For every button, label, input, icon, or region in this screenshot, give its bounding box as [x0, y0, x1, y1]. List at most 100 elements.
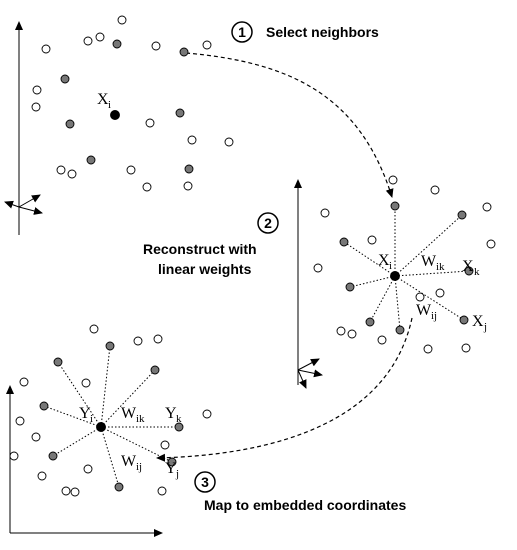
panel-2-weight-k-base: W [421, 253, 437, 270]
panel-1-neighbor-point-22 [184, 164, 194, 174]
panel-1-data-point-8 [32, 85, 42, 95]
panel-2-data-point-21 [423, 344, 433, 354]
panel-1-data-point-3 [117, 15, 127, 25]
panel-2-neighbor-point-17 [459, 315, 469, 325]
panel-3-data-point-18 [37, 471, 47, 481]
panel-1-neighbor-point-13 [175, 108, 185, 118]
panel-2-data-point-9 [313, 263, 323, 273]
panel-3-data-point-3 [153, 334, 163, 344]
panel-2-neighbor-point-11 [345, 282, 355, 292]
panel-2-data-point-7 [367, 235, 377, 245]
panel-3-neighbor-j-sub: j [175, 468, 179, 480]
panel-2-weight-j-sub: ij [431, 310, 437, 322]
panel-2-data-point-4 [320, 208, 330, 218]
panel-2-data-point-5 [482, 202, 492, 212]
panel-3-neighbor-k-base: Y [165, 405, 177, 422]
step-2-number-circle [257, 212, 279, 234]
panel-3-data-point-13 [31, 432, 41, 442]
panel-3-labels: Y i W ik Y k W ij Y j [79, 405, 182, 480]
panel-2-neighbor-point-6 [339, 237, 349, 247]
axes-panel-2 [294, 179, 323, 389]
panel-2-data-point-18 [336, 326, 346, 336]
panel-2-data-point-1 [430, 185, 440, 195]
panel-2-data-point-14 [435, 288, 445, 298]
transition-arrow-1-to-2 [185, 52, 394, 198]
panel-2-center-base: X [378, 252, 390, 269]
panel-3-data-point-7 [81, 378, 91, 388]
step-1-label: Select neighbors [266, 24, 379, 40]
panel-1-data-point-20 [126, 165, 136, 175]
step-1: 1 Select neighbors [231, 21, 379, 43]
step-2-number: 2 [264, 215, 272, 231]
panel-1-data-point-2 [95, 32, 105, 42]
panel-2-center-point-12 [390, 271, 400, 281]
panel-3-data-point-22 [70, 487, 80, 497]
panel-3-weight-k-base: W [121, 405, 137, 422]
panel-2-weight-k-sub: ik [436, 261, 445, 273]
panel-3-weight-k-sub: ik [136, 413, 145, 425]
panel-3-center-point-9 [96, 422, 106, 432]
panel-2-neighbor-k-base: X [462, 258, 474, 275]
panel-2-neighbor-j-sub: j [483, 321, 487, 333]
panel-3-neighbor-j-base: Y [165, 460, 177, 477]
panel-3-neighbor-point-14 [48, 451, 58, 461]
panel-3-neighbor-point-10 [174, 422, 184, 432]
points-panel-2 [313, 175, 496, 354]
panel-1-data-point-5 [151, 41, 161, 51]
panel-3-data-point-15 [160, 440, 170, 450]
panel-3-data-point-6 [19, 377, 29, 387]
panel-2-data-point-20 [377, 335, 387, 345]
panel-3-neighbor-point-20 [114, 482, 124, 492]
panel-2-labels: X i W ik X k W ij X j [378, 252, 487, 333]
spokes-panel-3 [43, 345, 179, 488]
panel-1-xi-base: X [97, 91, 109, 108]
panel-2-neighbor-k-sub: k [474, 266, 480, 278]
panel-1-data-point-16 [224, 137, 234, 147]
step-1-number: 1 [238, 24, 246, 40]
panel-3-data-point-12 [15, 416, 25, 426]
panel-1-neighbor-point-17 [86, 155, 96, 165]
step-3-number-circle [194, 471, 216, 493]
panel-2-center-sub: i [389, 260, 392, 272]
panel-1-data-point-1 [83, 36, 93, 46]
panel-3-data-point-19 [83, 464, 93, 474]
panel-3-center-base: Y [79, 405, 91, 422]
panel-1-neighbor-point-9 [60, 74, 70, 84]
panel-3-weight-j-sub: ij [136, 461, 142, 473]
panel-3-data-point-21 [61, 486, 71, 496]
panel-3-neighbor-point-5 [150, 365, 160, 375]
panel-3-weight-j-base: W [121, 453, 137, 470]
step-2: 2 Reconstruct with linear weights [143, 212, 279, 277]
panel-1-neighbor-point-6 [179, 47, 189, 57]
spokes-panel-2 [343, 206, 470, 331]
panel-1-xi-sub: i [108, 99, 111, 111]
panel-1-data-point-0 [41, 44, 51, 54]
panel-2-data-point-19 [347, 329, 357, 339]
points-panel-3 [9, 324, 212, 497]
panel-2-data-point-22 [461, 343, 471, 353]
panel-1-data-point-7 [202, 40, 212, 50]
panel-2-neighbor-point-16 [395, 325, 405, 335]
step-2-label-line-2: linear weights [158, 261, 252, 277]
panel-1-data-point-18 [56, 165, 66, 175]
panel-1-neighbor-point-11 [65, 119, 75, 129]
panel-3-neighbor-point-1 [105, 341, 115, 351]
panel-3-data-point-11 [202, 409, 212, 419]
transition-arrow-2-to-3 [156, 317, 413, 462]
axes-panel-1 [4, 21, 43, 235]
panel-3-data-point-23 [157, 486, 167, 496]
step-3-number: 3 [201, 474, 209, 490]
panel-3-neighbor-point-8 [39, 401, 49, 411]
panel-3-data-point-17 [9, 451, 19, 461]
points-panel-1 [31, 15, 234, 192]
panel-3-data-point-2 [133, 336, 143, 346]
panel-3-neighbor-point-4 [53, 357, 63, 367]
panel-2-data-point-0 [388, 175, 398, 185]
panel-3-data-point-0 [89, 324, 99, 334]
step-3-label: Map to embedded coordinates [204, 497, 406, 513]
panel-2-data-point-13 [415, 292, 425, 302]
axes-panel-3 [5, 385, 163, 537]
panel-2-neighbor-point-2 [390, 201, 400, 211]
